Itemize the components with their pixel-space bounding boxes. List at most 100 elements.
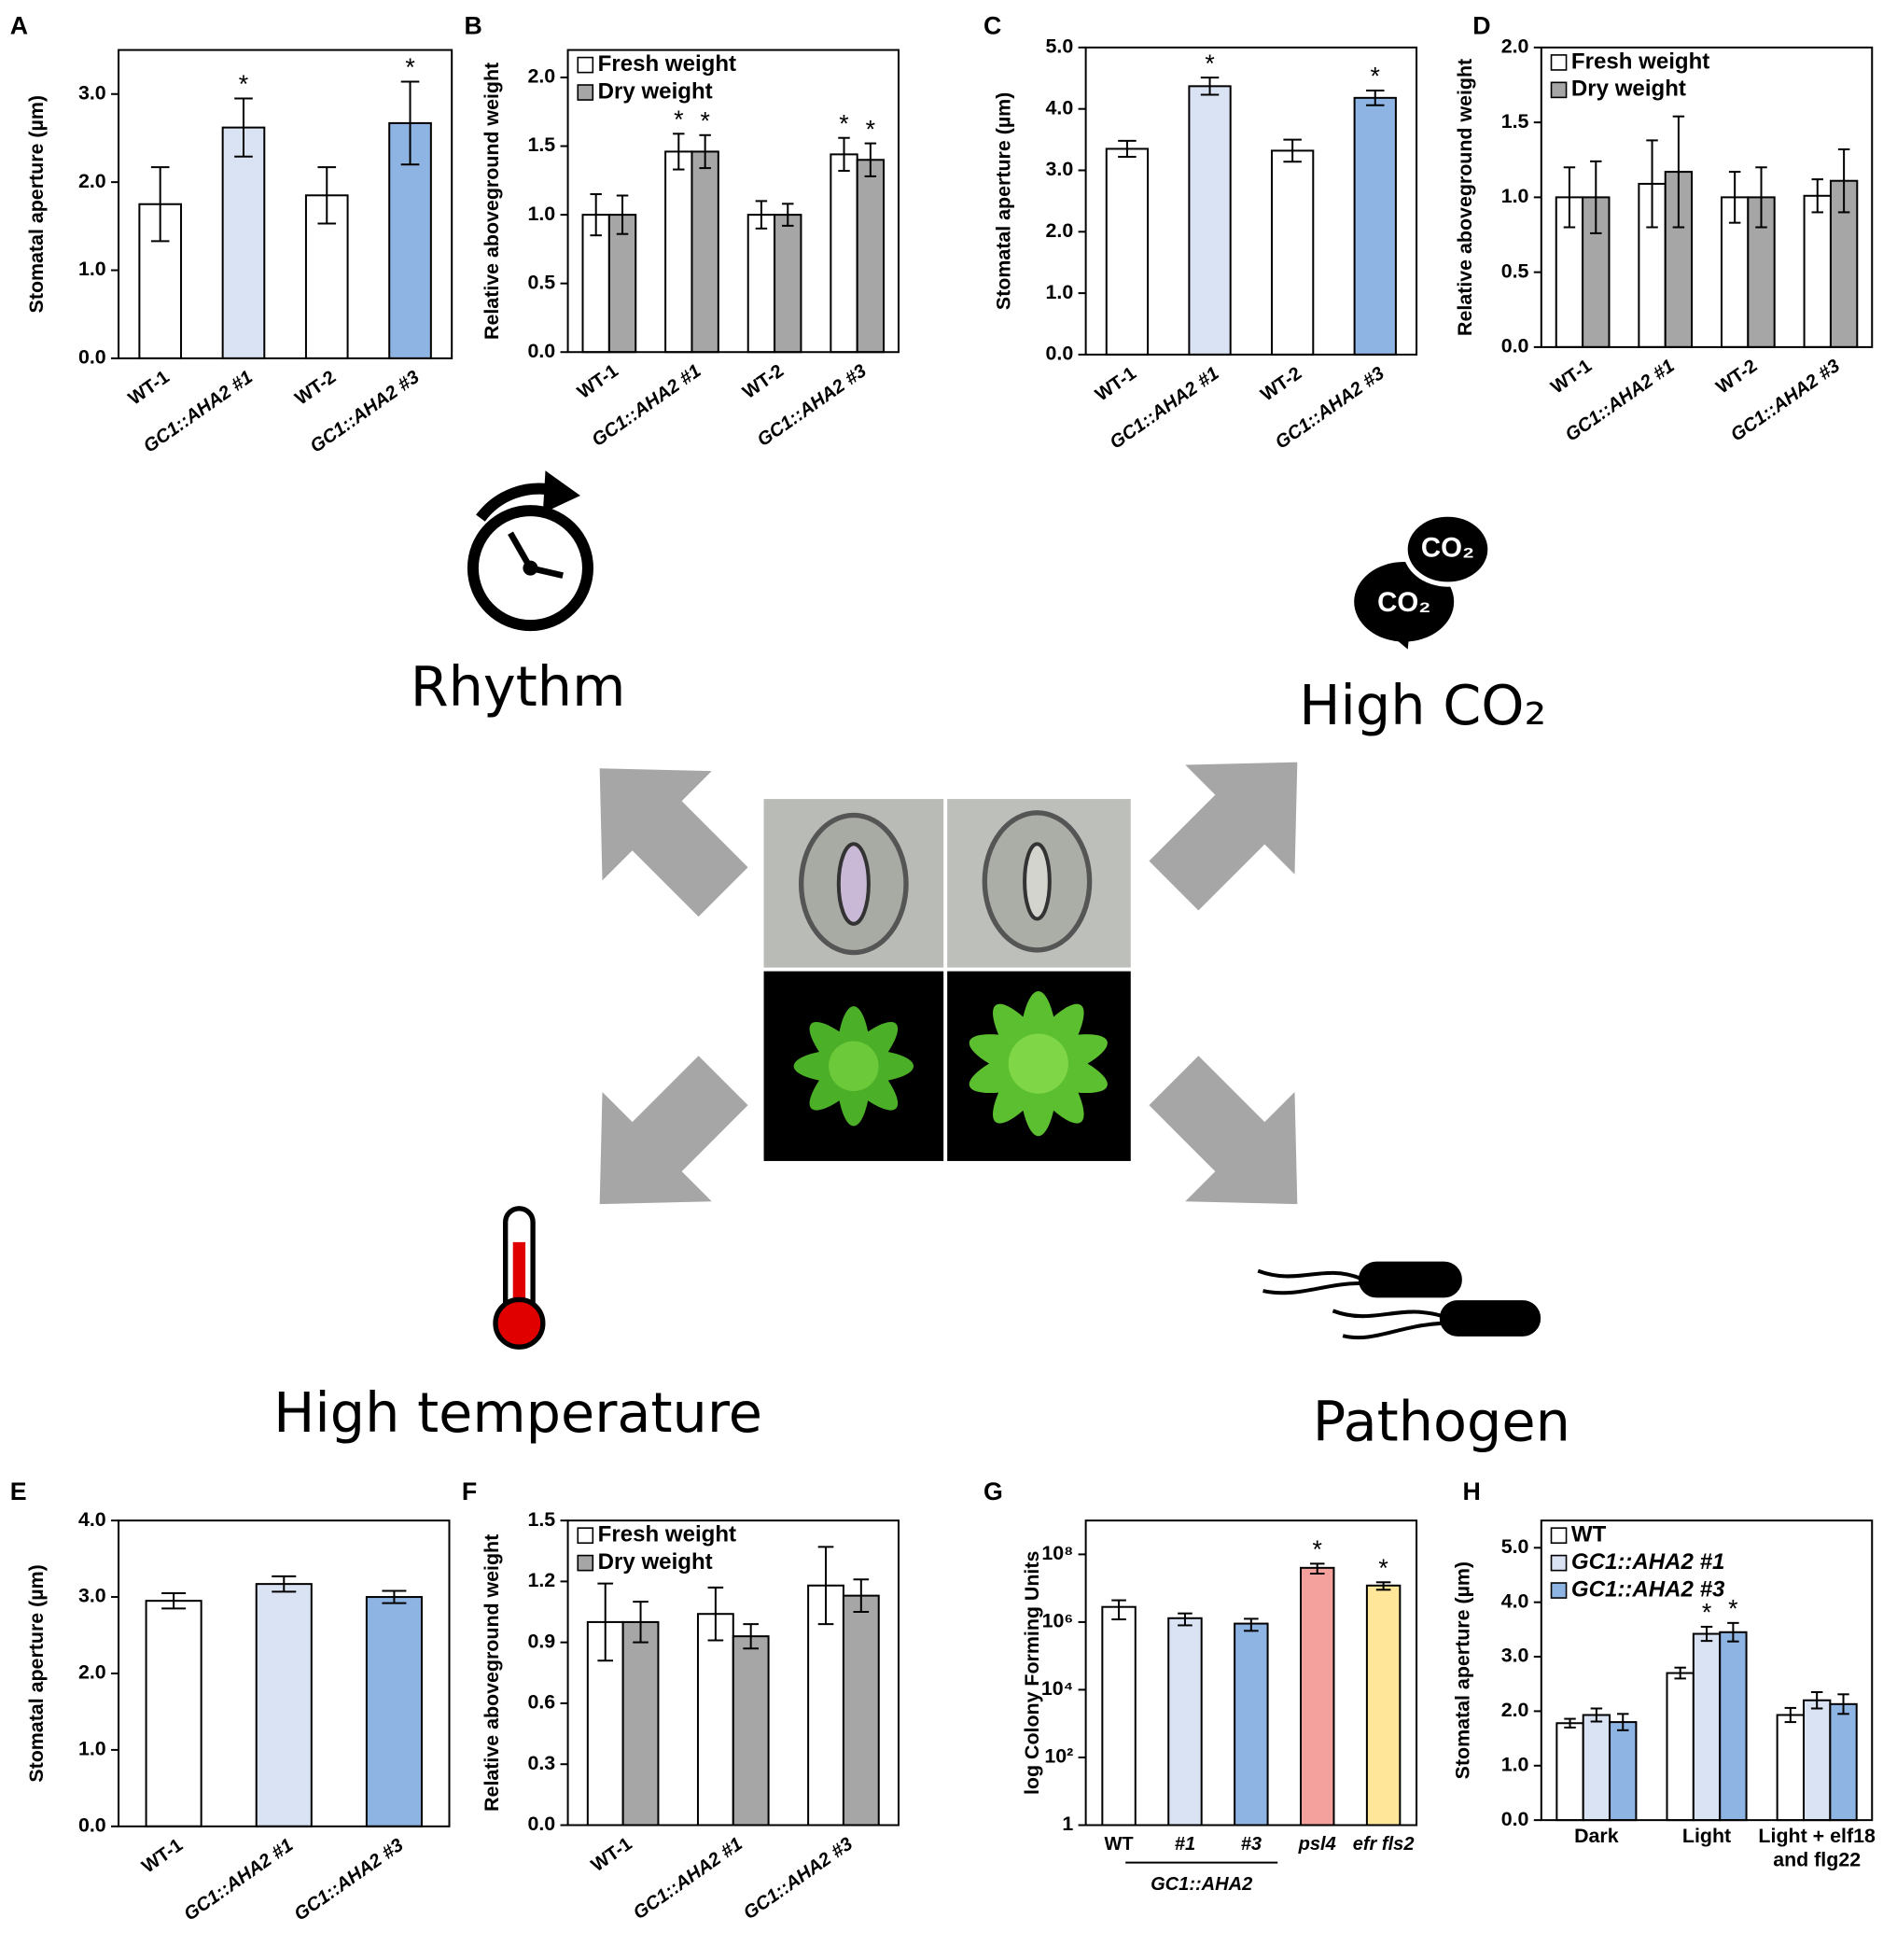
legend-swatch	[577, 1554, 594, 1572]
significance: *	[239, 70, 248, 98]
error-bar	[1178, 1612, 1193, 1627]
error-bar	[1810, 1690, 1823, 1710]
bacteria-icon	[1257, 1261, 1541, 1340]
legend-label: Dry weight	[598, 78, 713, 104]
error-bar	[1646, 139, 1658, 229]
bar	[1582, 1714, 1611, 1822]
legend-label: Fresh weight	[1571, 49, 1709, 74]
error-bar	[1784, 1706, 1797, 1724]
x-tick-label: WT	[1104, 1834, 1134, 1855]
bar	[856, 159, 886, 354]
significance: *	[1728, 1595, 1737, 1623]
bar	[607, 214, 637, 354]
y-tick-label: 2.0	[1501, 35, 1529, 58]
photos	[763, 799, 1131, 1161]
error-bar	[234, 97, 253, 158]
error-bar	[616, 194, 629, 235]
error-bar	[150, 166, 170, 243]
plot-frame	[1084, 46, 1418, 356]
plot-frame	[118, 49, 453, 359]
panel-label: C	[983, 12, 1001, 40]
y-tick-label: 2.0	[78, 1661, 106, 1684]
y-tick-label: 0.6	[527, 1691, 555, 1714]
legend-label: WT	[1571, 1522, 1607, 1547]
bar	[807, 1584, 844, 1827]
significance: *	[1371, 63, 1380, 91]
y-tick-label: 0.0	[527, 1813, 555, 1835]
error-bar	[1118, 139, 1137, 159]
error-bar	[1244, 1617, 1259, 1632]
x-tick-label: WT-1	[1547, 356, 1596, 398]
y-tick-label: 1.0	[78, 258, 106, 280]
error-bar	[864, 142, 877, 177]
x-tick-label: efr fls2	[1353, 1834, 1415, 1855]
plot-frame	[566, 1519, 900, 1827]
bar	[732, 1635, 770, 1827]
bar	[1300, 1566, 1335, 1827]
x-tick-label: Dark	[1574, 1826, 1619, 1848]
error-bar	[400, 80, 420, 166]
panel-label: A	[10, 12, 28, 40]
bar	[1609, 1721, 1638, 1822]
y-tick-label: 0.0	[1046, 343, 1074, 365]
panel-label: F	[462, 1477, 477, 1505]
error-bar	[1375, 1581, 1391, 1591]
error-bar	[1837, 148, 1850, 214]
co2-icon: CO₂ CO₂	[1354, 511, 1493, 650]
significance: *	[1313, 1535, 1322, 1563]
significance: *	[866, 115, 875, 143]
y-tick-label: 3.0	[78, 81, 106, 104]
error-bar	[597, 1582, 614, 1662]
x-tick-label: GC1::AHA2 #3	[740, 1834, 857, 1925]
bar	[1234, 1622, 1269, 1827]
error-bar	[1564, 1717, 1576, 1729]
y-tick-label: 10⁴	[1041, 1677, 1073, 1700]
y-tick-label: 1.5	[527, 133, 555, 156]
y-axis-label: Stomatal aperture (µm)	[1452, 1561, 1474, 1779]
bar	[774, 214, 802, 354]
y-tick-label: 4.0	[1501, 1589, 1529, 1612]
error-bar	[699, 133, 711, 170]
x-tick-label: GC1::AHA2 #3	[290, 1835, 407, 1925]
error-bar	[1366, 89, 1385, 106]
x-tick-label: WT-2	[291, 367, 340, 409]
x-tick-label: WT-2	[739, 360, 788, 402]
legend-label: Fresh weight	[598, 51, 736, 77]
y-tick-label: 3.0	[78, 1585, 106, 1607]
error-bar	[1728, 171, 1741, 224]
legend-swatch	[577, 56, 594, 74]
x-tick-label: GC1::AHA2 #1	[180, 1835, 297, 1925]
legend-label: Fresh weight	[598, 1522, 736, 1547]
y-axis-label: Stomatal aperture (µm)	[992, 92, 1014, 310]
y-tick-label: 0.0	[78, 346, 106, 369]
x-tick-label: psl4	[1298, 1834, 1336, 1855]
error-bar	[590, 193, 602, 237]
plot-frame	[1540, 46, 1874, 348]
significance: *	[1205, 49, 1214, 77]
y-axis-label: log Colony Forming Units	[1021, 1551, 1043, 1796]
arrows	[599, 762, 1298, 1205]
x-tick-label: Light	[1681, 1826, 1732, 1848]
y-axis-label: Stomatal aperture (µm)	[25, 1564, 48, 1782]
bar	[1365, 1584, 1402, 1827]
x-tick-label-box: Light	[1681, 1826, 1732, 1848]
bar	[365, 1596, 423, 1827]
y-tick-label: 10²	[1044, 1745, 1073, 1768]
significance: *	[839, 109, 848, 137]
error-bar	[1727, 1621, 1739, 1643]
error-bar	[1811, 178, 1824, 214]
y-tick-label: 1.0	[78, 1738, 106, 1760]
y-tick-label: 2.0	[1501, 1699, 1529, 1721]
bar	[696, 1613, 734, 1827]
y-tick-label: 3.0	[1501, 1645, 1529, 1667]
arrow	[599, 1056, 748, 1205]
y-tick-label: 1.5	[1501, 110, 1529, 133]
y-tick-label: 5.0	[1501, 1535, 1529, 1558]
diagram-label: High temperature	[273, 1380, 762, 1445]
error-bar	[382, 1589, 407, 1604]
bar	[621, 1620, 660, 1827]
bar	[1803, 194, 1832, 348]
thermometer-icon	[493, 1206, 546, 1350]
x-tick-label: #1	[1175, 1834, 1195, 1855]
